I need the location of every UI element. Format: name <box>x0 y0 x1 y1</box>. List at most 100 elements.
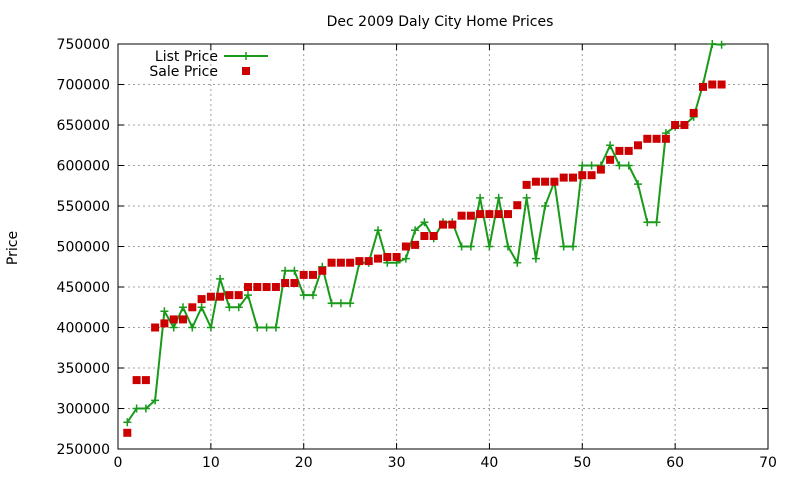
sale-price-point <box>541 177 550 186</box>
sale-price-point <box>559 173 568 182</box>
x-tick-label: 60 <box>666 455 684 471</box>
sale-price-point <box>281 279 290 287</box>
list-price-point <box>290 266 299 275</box>
y-tick-label: 250000 <box>57 442 110 458</box>
y-tick-label: 650000 <box>57 118 110 134</box>
list-price-point <box>634 180 642 189</box>
list-price-point <box>206 323 215 332</box>
list-price-point <box>494 193 503 202</box>
sale-price-point <box>606 155 615 164</box>
list-price-point <box>466 242 475 251</box>
list-price-point <box>652 218 661 227</box>
sale-price-point <box>346 258 355 267</box>
list-price-point <box>420 218 429 227</box>
sale-price-point <box>318 266 327 275</box>
sale-price-point <box>504 210 512 219</box>
list-price-point <box>327 299 336 308</box>
list-price-point <box>179 303 187 312</box>
sale-price-point <box>485 210 494 219</box>
sale-price-point <box>661 134 670 143</box>
sale-price-point <box>476 210 485 219</box>
list-price-point <box>197 303 206 312</box>
sale-price-point <box>439 220 447 229</box>
x-tick-label: 30 <box>388 455 406 471</box>
list-price-point <box>411 226 420 235</box>
list-price-point <box>216 274 225 283</box>
chart-title: Dec 2009 Daly City Home Prices <box>327 14 554 30</box>
sale-price-point <box>132 376 141 385</box>
list-price-point <box>346 299 355 308</box>
y-tick-label: 350000 <box>57 361 110 377</box>
axis-ticks: 0 10 20 30 40 50 60 70 250000 300000 350000 400000 4… <box>57 37 777 471</box>
sale-price-point <box>699 82 707 91</box>
sale-price-point <box>652 134 661 143</box>
x-tick-label: 40 <box>481 455 499 471</box>
sale-price-point <box>466 211 475 220</box>
list-price-point <box>606 141 615 150</box>
sale-price-point <box>355 257 364 266</box>
list-price-point <box>708 40 717 48</box>
sale-price-point <box>587 171 596 180</box>
sale-price-point <box>327 258 336 267</box>
sale-price-point <box>494 210 503 219</box>
sale-price-point <box>708 80 717 89</box>
series-layer <box>123 40 726 437</box>
sale-price-point <box>671 121 680 129</box>
sale-price-point <box>197 295 206 304</box>
legend-marker-list-price <box>242 52 250 60</box>
sale-price-point <box>680 121 689 129</box>
legend-label-sale-price: Sale Price <box>149 64 218 80</box>
sale-price-point <box>429 232 438 240</box>
sale-price-point <box>179 315 187 324</box>
list-price-point <box>615 161 624 170</box>
sale-price-point <box>717 80 726 89</box>
legend-label-list-price: List Price <box>155 49 218 65</box>
list-price-point <box>476 193 485 202</box>
list-price-point <box>643 218 652 227</box>
sale-price-point <box>596 165 605 174</box>
y-tick-label: 600000 <box>57 159 110 175</box>
sale-price-point <box>123 428 132 437</box>
sale-price-point <box>262 283 271 291</box>
list-price-point <box>374 226 382 235</box>
y-axis-label: Price <box>5 231 21 265</box>
list-price-point <box>262 323 271 332</box>
sale-price-point <box>309 270 317 279</box>
sale-price-point <box>411 240 420 249</box>
sale-price-point <box>634 141 642 150</box>
list-price-point <box>299 291 308 300</box>
grid-lines <box>118 44 768 449</box>
list-price-point <box>401 254 410 263</box>
sale-price-point <box>244 283 252 291</box>
x-tick-label: 0 <box>114 455 123 471</box>
sale-price-point <box>522 180 531 189</box>
sale-price-point <box>336 258 345 267</box>
list-price-point <box>541 202 550 210</box>
sale-price-point <box>188 303 197 312</box>
sale-price-point <box>392 253 401 261</box>
list-price-point <box>244 291 252 300</box>
list-price-point <box>123 418 132 427</box>
list-price-point <box>271 323 280 332</box>
sale-price-point <box>531 177 540 186</box>
sale-price-point <box>550 177 559 186</box>
list-price-point <box>225 303 234 312</box>
list-price-point <box>531 254 540 263</box>
sale-price-point <box>569 173 577 182</box>
sale-price-point <box>383 253 392 261</box>
sale-price-point <box>206 292 215 301</box>
sale-price-point <box>169 315 178 324</box>
y-tick-label: 700000 <box>57 78 110 94</box>
list-price-point <box>132 404 141 413</box>
y-tick-label: 400000 <box>57 321 110 337</box>
plot-frame <box>117 43 769 450</box>
sale-price-point <box>364 257 373 266</box>
list-price-point <box>504 242 512 251</box>
sale-price-point <box>615 146 624 155</box>
sale-price-point <box>689 108 698 117</box>
sale-price-point <box>401 242 410 251</box>
x-tick-label: 20 <box>295 455 313 471</box>
list-price-point <box>309 291 317 300</box>
list-price-point <box>624 161 633 170</box>
